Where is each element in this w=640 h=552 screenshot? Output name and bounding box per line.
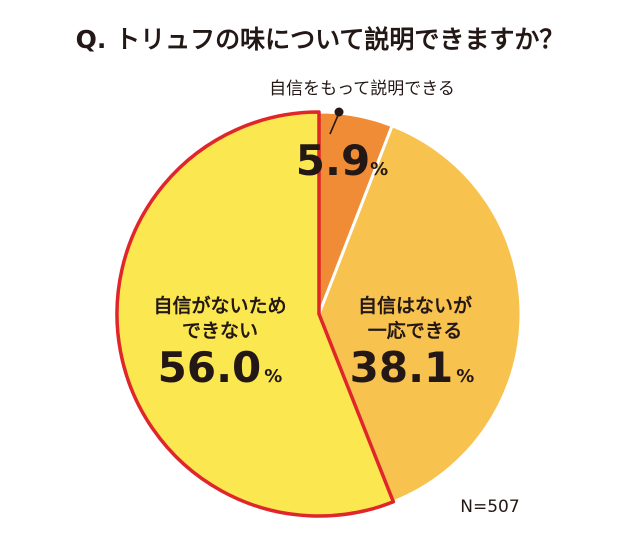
- slice-cannot: [115, 110, 396, 518]
- slice-label-confident: 自信をもって説明できる: [269, 79, 455, 99]
- slice-label-somewhat-line1: 自信はないが: [358, 294, 472, 317]
- slice-value-cannot: 56.0%: [158, 343, 283, 392]
- callout-dot: [334, 107, 344, 117]
- slices-layer: [115, 110, 523, 518]
- callout-line: [329, 112, 340, 135]
- slice-value-somewhat: 38.1%: [350, 343, 475, 392]
- chart-title: Q. トリュフの味について説明できますか？: [76, 25, 565, 54]
- slice-somewhat: [317, 124, 523, 504]
- slice-label-cannot-line1: 自信がないため: [153, 294, 286, 317]
- slice-label-cannot-line2: できない: [182, 320, 258, 342]
- slice-value-confident: 5.9%: [296, 136, 388, 185]
- sample-size-note: N=507: [460, 497, 519, 517]
- slice-label-somewhat-line2: 一応できる: [368, 319, 463, 342]
